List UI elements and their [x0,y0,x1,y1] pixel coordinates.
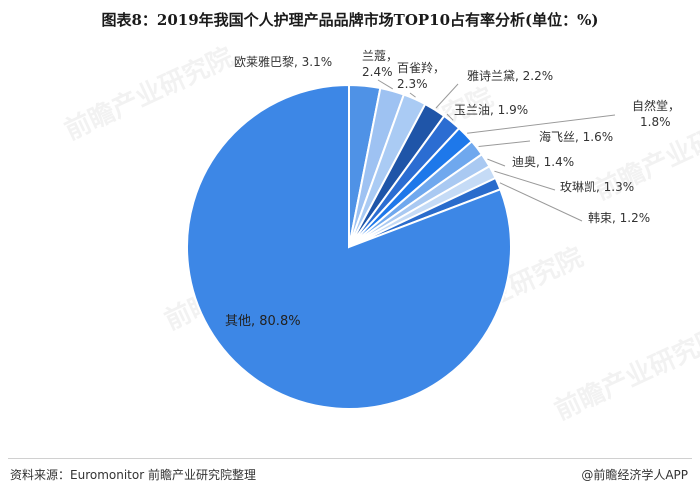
leader-line-7 [487,158,506,167]
slice-label-1: 兰蔻， 2.4% [362,49,398,79]
leader-line-2 [409,92,416,98]
slice-label-10: 其他, 80.8% [225,314,301,329]
slice-label-0: 欧莱雅巴黎, 3.1% [234,54,332,69]
slice-label-8: 玫琳凯, 1.3% [560,179,634,194]
slice-label-3: 雅诗兰黛, 2.2% [467,68,553,83]
watermark-text: 前瞻产业研究院 [550,321,700,426]
leader-lines [377,79,616,222]
leader-line-5 [467,114,616,134]
slice-label-4: 玉兰油, 1.9% [454,103,528,117]
watermark-text: 前瞻产业研究院 [60,41,238,146]
slice-label-name: 自然堂， [632,98,680,113]
slice-label-value: 2.3% [397,77,428,91]
brand-credit: @前瞻经济学人APP [581,468,688,482]
chart-title: 图表8：2019年我国个人护理产品品牌市场TOP10占有率分析(单位：%) [101,11,599,29]
slice-label-value: 1.8% [640,115,671,129]
slice-label-6: 海飞丝, 1.6% [539,129,613,144]
leader-line-8 [494,170,556,191]
slice-label-name: 兰蔻， [362,49,398,63]
leader-line-9 [499,182,583,222]
slice-label-5: 自然堂， 1.8% [632,98,680,129]
slice-label-name: 百雀羚， [397,60,445,75]
pie-slice-10 [186,83,512,410]
slice-label-value: 2.4% [362,65,393,79]
leader-line-4 [446,113,454,121]
slice-labels: 欧莱雅巴黎, 3.1% 兰蔻， 2.4% 百雀羚， 2.3% 雅诗兰黛, 2.2% 玉兰油,… [225,49,680,329]
pie-slices [186,83,512,410]
footer-divider [8,458,692,459]
leader-line-1 [377,79,394,90]
slice-label-9: 韩束, 1.2% [588,210,650,225]
leader-line-3 [435,83,459,109]
slice-label-7: 迪奥, 1.4% [512,155,574,169]
source-note: 资料来源：Euromonitor 前瞻产业研究院整理 [10,468,256,482]
slice-label-2: 百雀羚， 2.3% [397,60,445,91]
leader-line-6 [478,140,531,147]
